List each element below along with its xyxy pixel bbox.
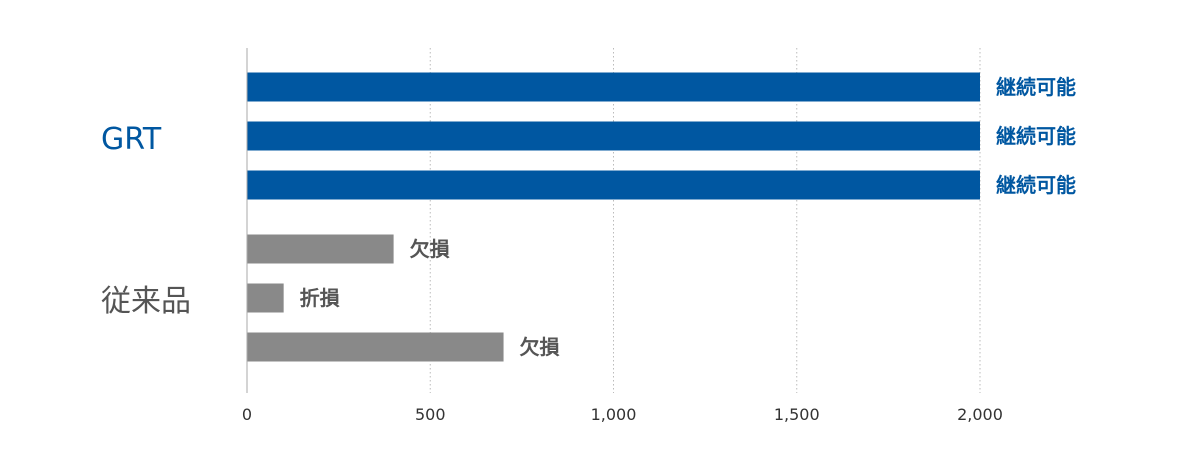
x-tick-label: 2,000	[957, 405, 1003, 424]
group-label-grt: GRT	[101, 122, 162, 157]
bar-legacy-1	[247, 234, 394, 264]
bar-grt-3	[247, 170, 980, 200]
x-tick-label: 500	[415, 405, 446, 424]
grid-layer	[429, 48, 981, 393]
bar-data-label: 欠損	[520, 335, 561, 359]
bar-grt-1	[247, 72, 980, 102]
bar-data-label: 継続可能	[996, 75, 1076, 99]
bar-data-label: 継続可能	[996, 173, 1076, 197]
x-tick-label: 1,000	[591, 405, 637, 424]
bar-data-label: 継続可能	[996, 124, 1076, 148]
bar-data-label: 欠損	[410, 237, 451, 261]
x-tick-label: 1,500	[774, 405, 820, 424]
bar-data-label: 折損	[300, 286, 341, 310]
bar-grt-2	[247, 121, 980, 151]
bar-legacy-3	[247, 332, 504, 362]
bar-legacy-2	[247, 283, 284, 313]
group-label-legacy: 従来品	[101, 284, 191, 319]
x-tick-label: 0	[242, 405, 252, 424]
bar-layer	[247, 72, 980, 362]
axis-layer: 0 500 1,000 1,500 2,000	[242, 48, 1003, 424]
